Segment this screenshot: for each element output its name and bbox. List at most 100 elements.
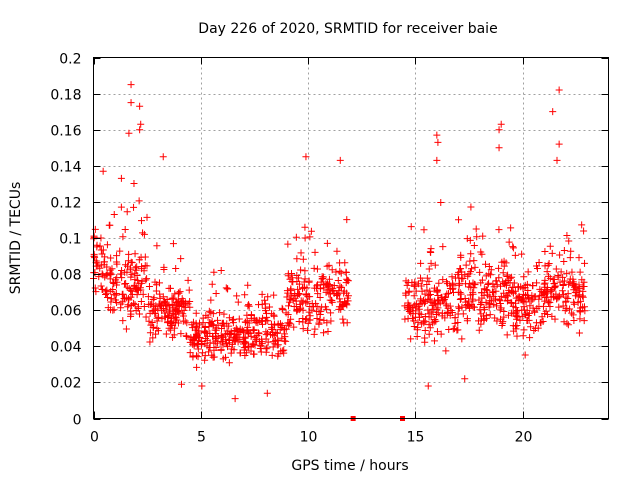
data-point (255, 330, 263, 338)
data-point (195, 321, 203, 329)
data-point (519, 332, 527, 340)
data-point (143, 213, 151, 221)
data-point (495, 226, 503, 234)
data-point (317, 307, 325, 315)
data-point (150, 294, 158, 302)
data-point (548, 312, 556, 320)
data-point (123, 262, 131, 270)
data-point (305, 308, 313, 316)
data-point (420, 226, 428, 234)
data-point (195, 329, 203, 337)
data-point (521, 283, 529, 291)
data-point (297, 266, 305, 274)
data-point (146, 309, 154, 317)
data-point (443, 280, 451, 288)
data-point (570, 317, 578, 325)
data-point (329, 284, 337, 292)
data-point (317, 285, 325, 293)
data-point (217, 331, 225, 339)
data-point (471, 263, 479, 271)
data-point (251, 334, 259, 342)
data-point (563, 319, 571, 327)
data-point (222, 284, 230, 292)
data-point (523, 316, 531, 324)
data-point (137, 297, 145, 305)
data-point (487, 271, 495, 279)
data-point (337, 283, 345, 291)
data-point (403, 281, 411, 289)
data-point (543, 268, 551, 276)
data-point (309, 303, 317, 311)
data-point (569, 311, 577, 319)
data-point (451, 319, 459, 327)
data-point (544, 261, 552, 269)
data-point (495, 144, 503, 152)
data-point (138, 277, 146, 285)
data-point (547, 287, 555, 295)
data-point (182, 332, 190, 340)
data-point (457, 290, 465, 298)
data-point (306, 312, 314, 320)
data-point (471, 281, 479, 289)
data-point (543, 284, 551, 292)
y-axis-label: SRMTID / TECUs (8, 182, 24, 295)
data-point (427, 291, 435, 299)
data-point (402, 291, 410, 299)
data-point (482, 272, 490, 280)
data-point (210, 353, 218, 361)
data-point (464, 272, 472, 280)
data-point (343, 275, 351, 283)
data-point (282, 337, 290, 345)
data-point (159, 153, 167, 161)
data-point (544, 310, 552, 318)
data-point (153, 314, 161, 322)
data-point (198, 337, 206, 345)
data-point (430, 284, 438, 292)
data-point (310, 264, 318, 272)
data-point (243, 327, 251, 335)
data-point (105, 221, 113, 229)
data-point (127, 307, 135, 315)
data-point (428, 301, 436, 309)
data-point (171, 290, 179, 298)
data-point (339, 315, 347, 323)
data-point (159, 293, 167, 301)
data-point (299, 299, 307, 307)
data-point (490, 293, 498, 301)
data-point (503, 331, 511, 339)
data-point (469, 303, 477, 311)
data-point (407, 309, 415, 317)
data-point (285, 319, 293, 327)
data-point (545, 260, 553, 268)
y-tick-label: 0.18 (50, 88, 81, 104)
data-point (171, 313, 179, 321)
data-point (118, 267, 126, 275)
data-point (294, 306, 302, 314)
data-point (139, 229, 147, 237)
data-point (258, 290, 266, 298)
data-point (91, 225, 99, 233)
data-point (109, 278, 117, 286)
data-point (213, 316, 221, 324)
data-point (199, 349, 207, 357)
data-point (245, 301, 253, 309)
data-point (181, 317, 189, 325)
x-tick-label: 0 (90, 430, 99, 446)
data-point (477, 248, 485, 256)
data-point (134, 305, 142, 313)
data-point (553, 156, 561, 164)
data-point (509, 283, 517, 291)
data-point (424, 382, 432, 390)
data-point (509, 243, 517, 251)
y-tick-label: 0.08 (50, 268, 81, 284)
data-point (463, 315, 471, 323)
data-point (107, 254, 115, 262)
data-point (224, 343, 232, 351)
data-point (149, 334, 157, 342)
data-point (121, 226, 129, 234)
data-point (455, 216, 463, 224)
data-point (573, 288, 581, 296)
data-point (509, 289, 517, 297)
data-point (495, 126, 503, 134)
data-point (323, 305, 331, 313)
